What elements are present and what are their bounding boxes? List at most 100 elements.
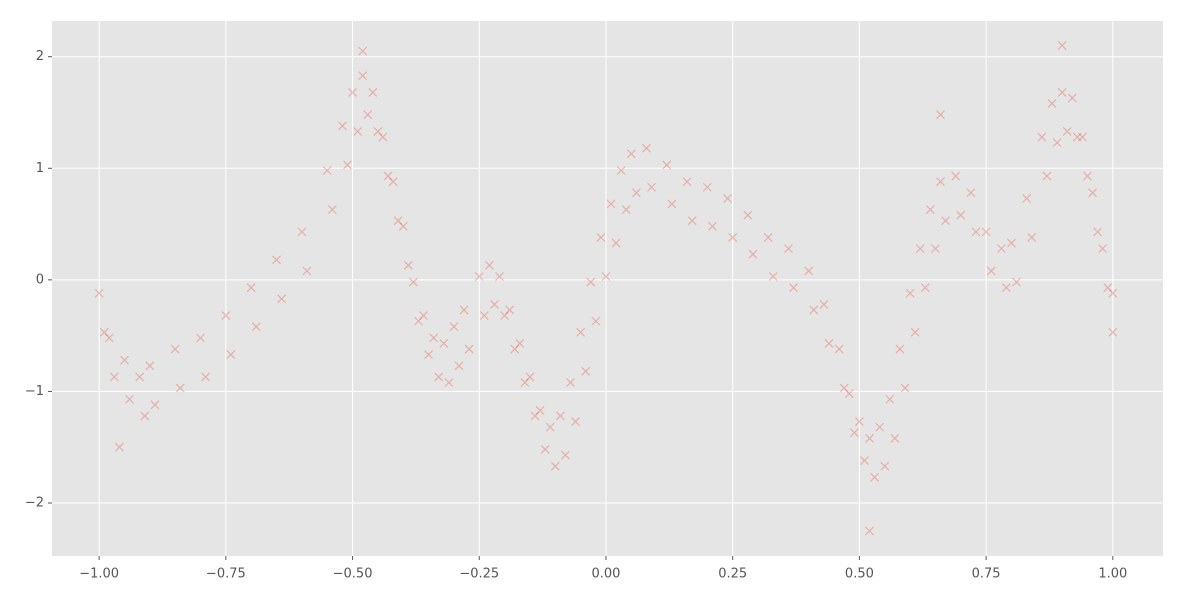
scatter-point (626, 149, 636, 159)
scatter-point (890, 433, 900, 443)
scatter-point (900, 383, 910, 393)
grid (52, 21, 1163, 556)
scatter-point (272, 255, 281, 265)
scatter-point (662, 160, 672, 170)
scatter-point (196, 333, 205, 343)
scatter-point (591, 316, 601, 326)
scatter-point (424, 350, 434, 360)
scatter-point (140, 411, 150, 421)
scatter-point (784, 244, 793, 254)
scatter-point (880, 461, 890, 471)
scatter-point (520, 378, 530, 387)
scatter-point (865, 526, 874, 536)
scatter-point (748, 249, 758, 259)
scatter-point (353, 127, 363, 136)
scatter-point (403, 260, 413, 270)
scatter-point (135, 372, 145, 382)
scatter-point (1103, 283, 1113, 293)
scatter-point (109, 372, 119, 382)
scatter-point (616, 166, 626, 175)
scatter-point (723, 193, 733, 203)
scatter-point (601, 272, 611, 281)
scatter-point (789, 283, 798, 293)
scatter-point (175, 383, 185, 393)
scatter-point (1022, 193, 1032, 203)
scatter-point (434, 372, 444, 382)
scatter-point (515, 339, 525, 348)
scatter-point (586, 277, 596, 287)
scatter-point (576, 327, 586, 337)
y-tick-label: −1 (25, 384, 44, 399)
y-tick-label: 1 (36, 161, 44, 176)
scatter-point (388, 177, 398, 187)
scatter-point (1052, 138, 1062, 148)
scatter-point (408, 277, 418, 287)
scatter-point (885, 394, 895, 404)
scatter-point (1001, 283, 1011, 293)
scatter-point (763, 233, 773, 242)
scatter-point (875, 422, 885, 432)
scatter-point (302, 266, 312, 276)
scatter-point (910, 327, 920, 337)
scatter-point (99, 327, 109, 337)
scatter-point (844, 389, 854, 399)
scatter-point (631, 188, 641, 198)
scatter-point (226, 350, 236, 360)
scatter-point (925, 205, 935, 214)
scatter-point (561, 450, 570, 460)
scatter-point (368, 87, 378, 97)
scatter-point (621, 205, 631, 214)
scatter-point (1108, 327, 1118, 337)
scatter-point (971, 227, 981, 237)
scatter-point (860, 456, 869, 466)
scatter-point (479, 311, 489, 320)
scatter-point (1083, 171, 1092, 181)
scatter-point (1057, 41, 1067, 50)
scatter-point (647, 182, 657, 192)
scatter-point (1007, 238, 1016, 248)
scatter-point (464, 344, 474, 354)
scatter-point (495, 272, 504, 281)
scatter-point (849, 428, 859, 438)
marks (94, 41, 1118, 536)
scatter-point (809, 305, 819, 315)
scatter-point (1093, 227, 1103, 237)
scatter-point (596, 233, 606, 242)
scatter-point (419, 311, 428, 320)
scatter-point (865, 433, 874, 443)
scatter-point (449, 322, 459, 332)
scatter-point (824, 339, 834, 348)
scatter-point (490, 299, 499, 309)
scatter-point (393, 216, 403, 226)
scatter-point (707, 221, 717, 231)
x-tick-label: −0.25 (459, 567, 499, 582)
scatter-point (505, 305, 515, 315)
scatter-point (1067, 93, 1077, 103)
scatter-point (611, 238, 621, 248)
x-tick-label: 0.50 (845, 567, 874, 582)
scatter-point (1027, 233, 1037, 242)
scatter-point (915, 244, 925, 254)
scatter-point (951, 171, 961, 181)
scatter-point (297, 227, 307, 237)
scatter-point (459, 305, 469, 315)
scatter-point (682, 177, 692, 187)
scatter-point (555, 411, 565, 421)
scatter-point (834, 344, 844, 354)
scatter-point (895, 344, 905, 354)
scatter-point (378, 132, 388, 142)
scatter-point (642, 143, 651, 153)
scatter-point (728, 233, 738, 242)
scatter-point (246, 283, 256, 293)
scatter-point (702, 182, 712, 192)
scatter-point (743, 210, 753, 220)
scatter-point (337, 121, 347, 131)
scatter-point (429, 333, 439, 343)
scatter-point (981, 227, 991, 237)
scatter-point (1037, 132, 1047, 142)
scatter-point (114, 442, 124, 452)
scatter-point (500, 311, 510, 320)
scatter-point (1042, 171, 1052, 181)
x-tick-label: 0.00 (592, 567, 621, 582)
